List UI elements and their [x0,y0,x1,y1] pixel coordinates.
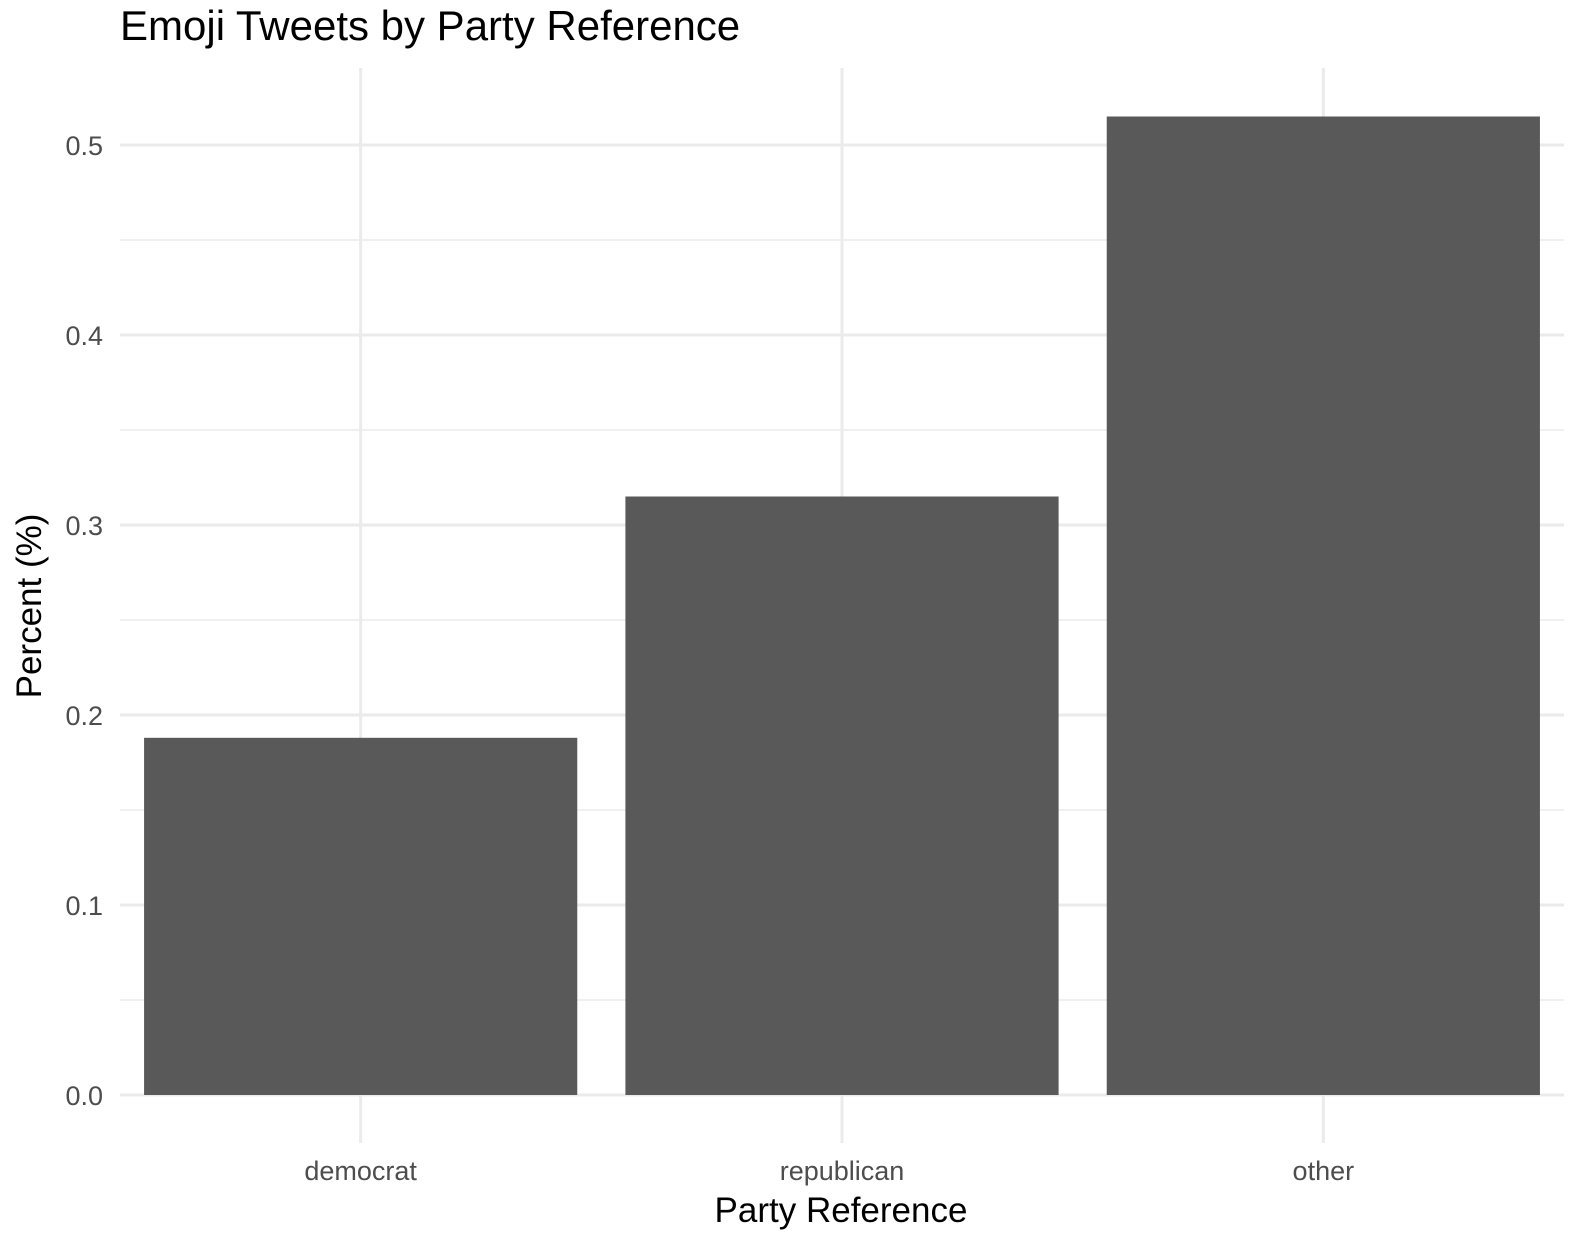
x-axis-title: Party Reference [715,1191,968,1230]
y-tick-label: 0.1 [65,891,103,921]
x-tick-label: republican [780,1156,905,1186]
bars-layer [144,116,1540,1095]
chart-title: Emoji Tweets by Party Reference [120,2,740,49]
y-tick-label: 0.4 [65,321,103,351]
y-tick-label: 0.3 [65,511,103,541]
y-tick-label: 0.0 [65,1081,103,1111]
x-tick-labels: democrat republican other [304,1156,1354,1186]
y-tick-label: 0.2 [65,701,103,731]
bar-democrat [144,737,578,1095]
bar-republican [625,496,1059,1095]
y-tick-labels: 0.0 0.1 0.2 0.3 0.4 0.5 [65,131,103,1111]
y-axis-title: Percent (%) [10,514,49,699]
x-tick-label: democrat [304,1156,417,1186]
x-tick-label: other [1293,1156,1355,1186]
y-tick-label: 0.5 [65,131,103,161]
bar-other [1106,116,1540,1095]
